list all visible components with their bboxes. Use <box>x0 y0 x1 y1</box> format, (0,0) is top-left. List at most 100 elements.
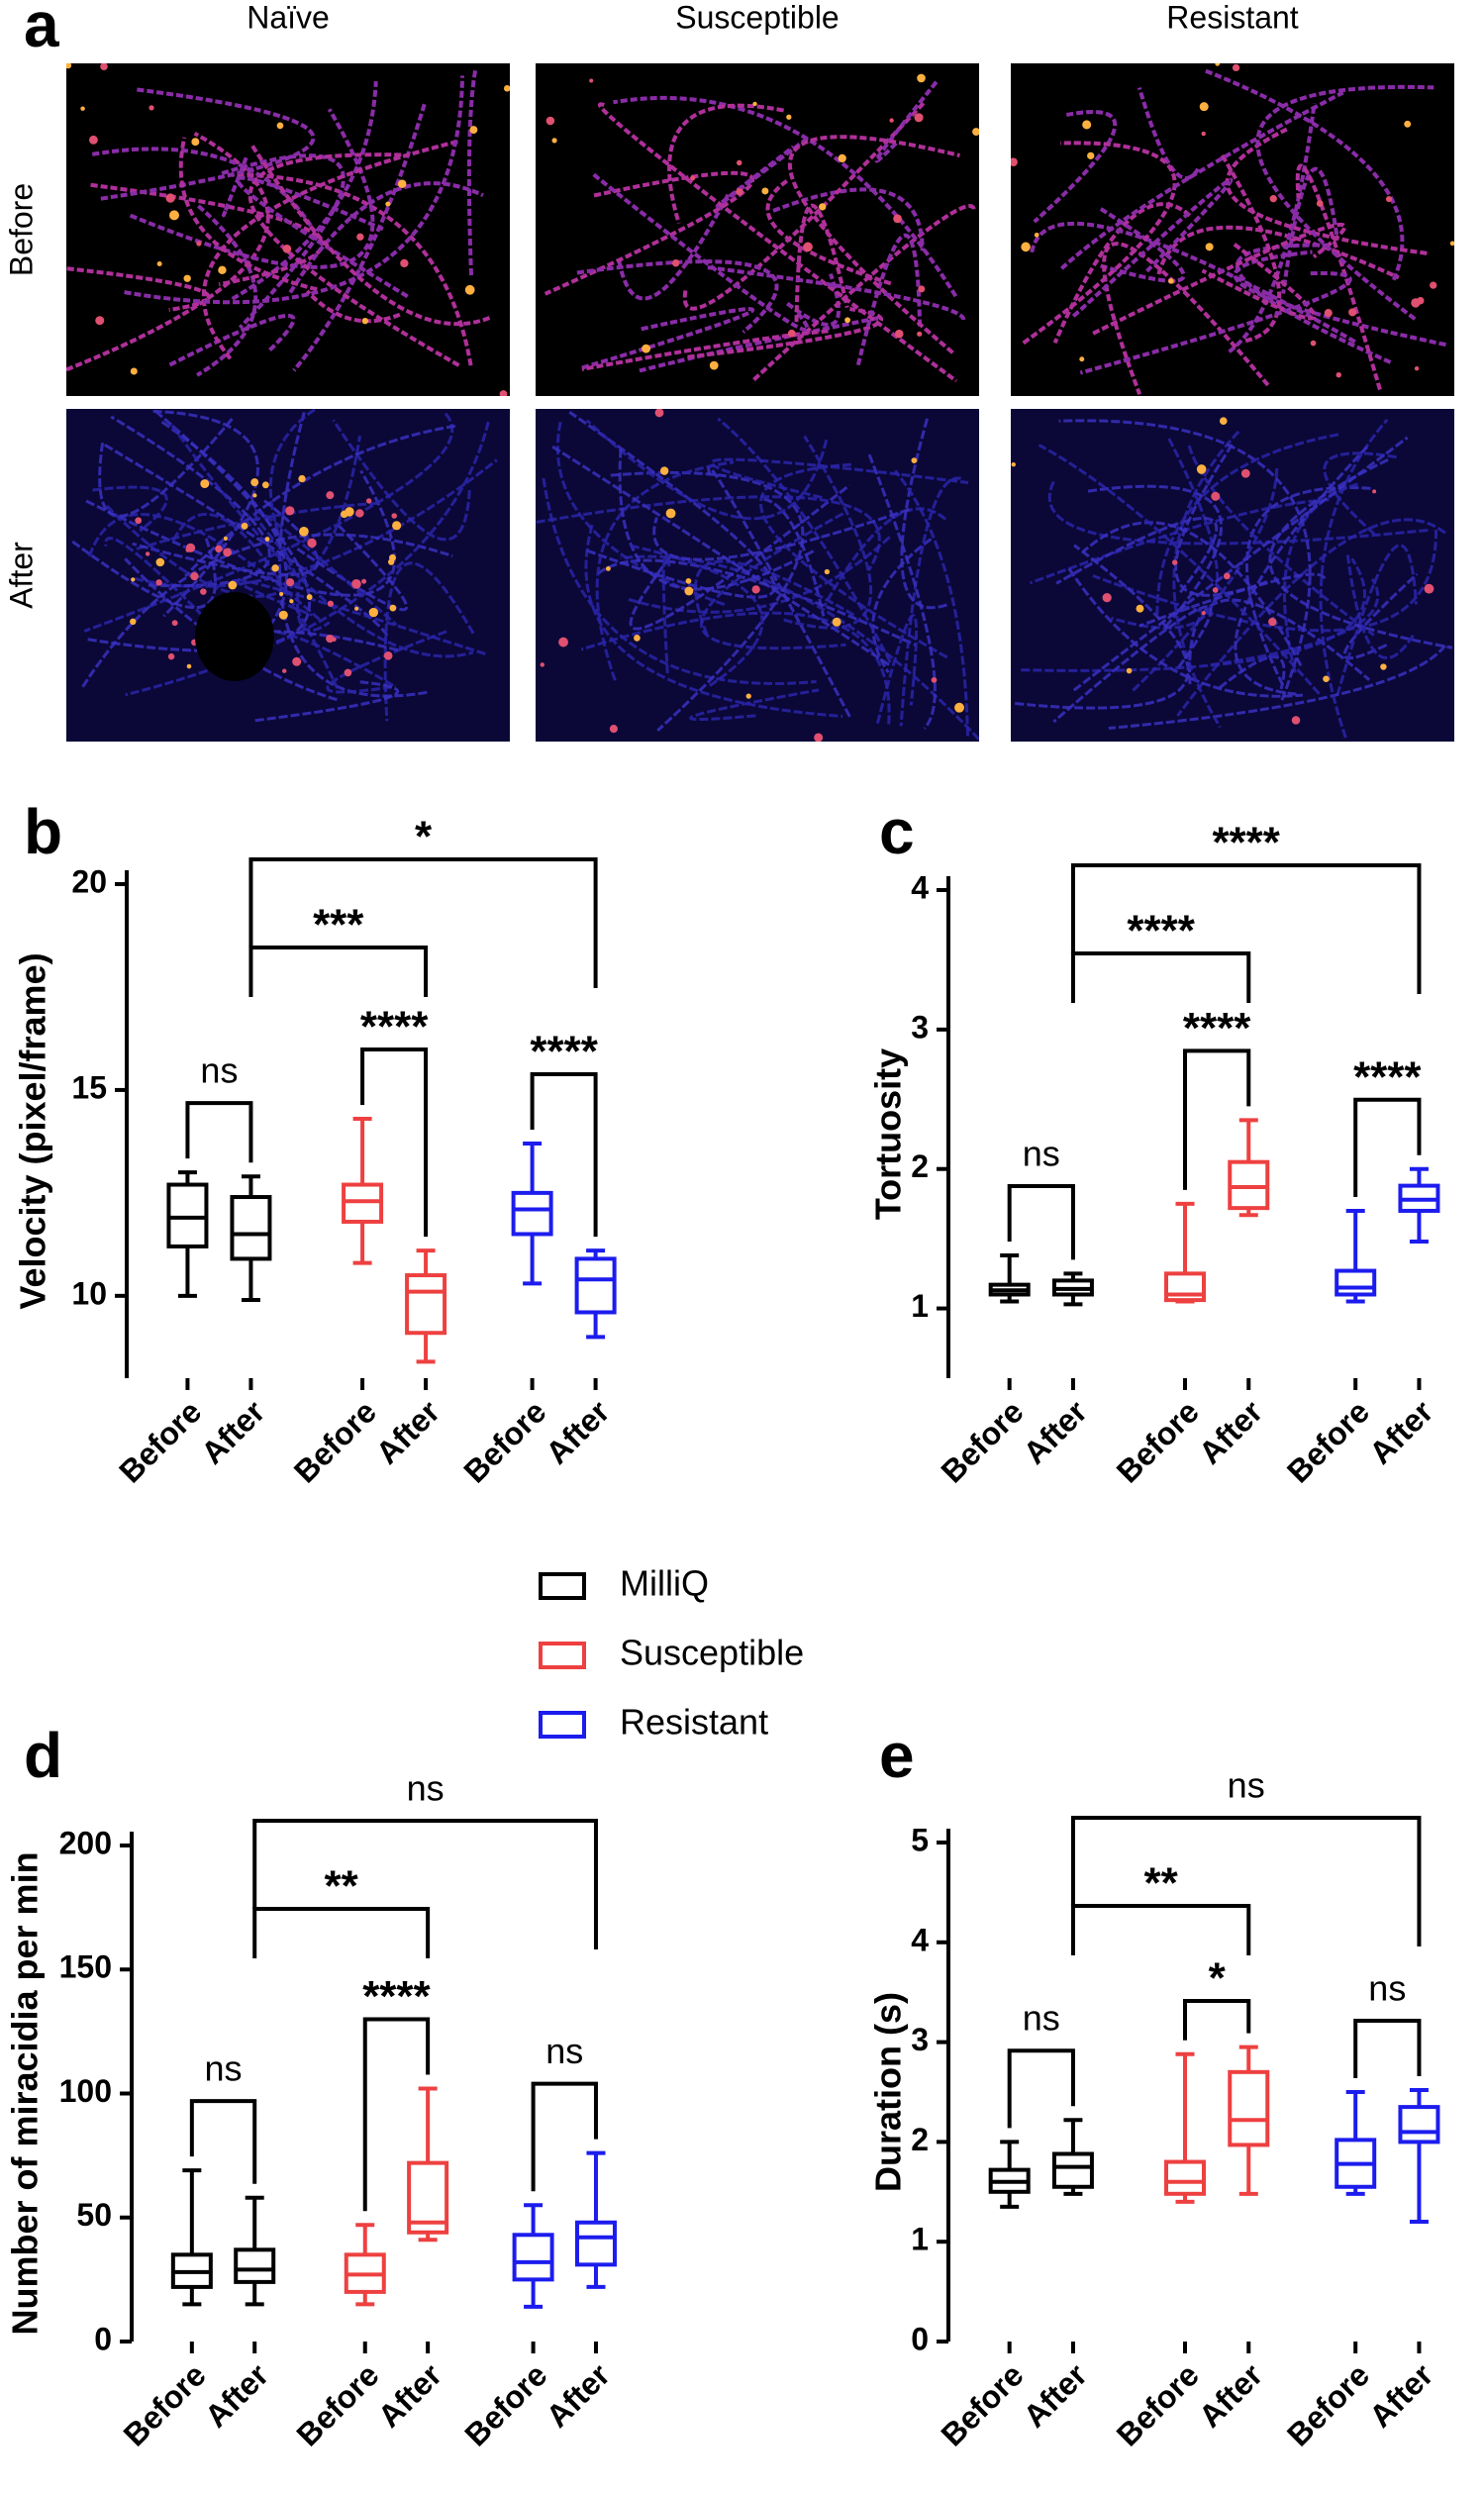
trail <box>1233 249 1446 348</box>
bright-spot <box>1268 617 1277 627</box>
trail <box>1067 567 1304 698</box>
bright-spot <box>893 214 902 224</box>
comparison-bracket <box>189 2099 257 2184</box>
comparison-bracket <box>1070 863 1422 994</box>
bright-spot <box>361 317 369 325</box>
trail <box>1235 243 1392 364</box>
bright-spot <box>344 668 352 677</box>
trail <box>1082 521 1303 666</box>
trail <box>710 457 969 500</box>
comparison-bracket <box>1183 1048 1251 1190</box>
bright-spot <box>1449 241 1454 247</box>
bright-spot <box>183 274 191 282</box>
bright-spot <box>972 128 979 136</box>
comparison-bracket <box>252 1819 598 1949</box>
trail <box>875 614 919 724</box>
trail <box>87 513 322 622</box>
bright-spot <box>1404 120 1412 128</box>
trail <box>1228 103 1317 353</box>
significance-label: ** <box>325 1862 359 1911</box>
trail <box>1055 516 1219 594</box>
bright-spot <box>642 344 651 353</box>
comparison-bracket <box>185 1101 253 1163</box>
bright-spot <box>368 607 379 618</box>
bright-spot <box>931 676 938 683</box>
bright-spot <box>605 565 611 571</box>
trail <box>1052 605 1213 724</box>
bright-spot <box>167 652 175 660</box>
micrograph-trails <box>66 63 510 396</box>
trail <box>867 453 937 730</box>
trail <box>584 524 843 718</box>
bright-spot <box>1199 102 1209 112</box>
bright-spot <box>326 491 335 500</box>
bright-spot <box>1201 131 1206 137</box>
bright-spot <box>282 244 292 253</box>
x-tick-label: After <box>194 1393 271 1470</box>
bright-spot <box>1430 281 1437 289</box>
bright-spot <box>292 656 302 666</box>
bright-spot <box>894 329 904 339</box>
trail <box>823 507 947 608</box>
trail <box>236 175 409 299</box>
box <box>1228 1159 1270 1211</box>
y-tick-label: 2 <box>911 2122 929 2157</box>
trail <box>1047 480 1430 546</box>
trail <box>763 497 826 617</box>
trail <box>1108 645 1446 730</box>
bright-spot <box>589 78 594 83</box>
trail <box>620 554 979 741</box>
trail <box>100 87 316 201</box>
column-label: Resistant <box>1166 0 1299 35</box>
bright-spot <box>289 599 294 604</box>
y-tick-label: 3 <box>911 1009 929 1045</box>
x-tick-label: Before <box>1280 2356 1376 2452</box>
bright-spot <box>752 101 757 107</box>
significance-label: ns <box>407 1768 445 1809</box>
bright-spot <box>1011 461 1016 467</box>
legend-swatch <box>539 1711 586 1739</box>
trail <box>1072 436 1409 692</box>
bright-spot <box>276 122 284 130</box>
trail <box>694 559 856 636</box>
significance-label: *** <box>313 901 364 949</box>
bright-spot <box>709 360 719 370</box>
box <box>574 2220 617 2267</box>
panel-label: b <box>24 796 62 867</box>
trail <box>1174 444 1268 597</box>
x-tick-label: Before <box>1110 1393 1206 1489</box>
bright-spot <box>66 63 72 69</box>
significance-label: **** <box>1127 907 1195 955</box>
trail <box>667 103 785 225</box>
trail <box>595 460 735 681</box>
trail <box>899 476 961 727</box>
x-tick-label: After <box>1362 2356 1439 2434</box>
bright-spot <box>298 474 306 483</box>
trail <box>178 137 318 292</box>
trail <box>1342 572 1419 660</box>
trail <box>1245 486 1371 685</box>
bright-spot <box>299 526 309 537</box>
bright-spot <box>252 493 257 498</box>
trail <box>597 558 917 648</box>
x-tick-label: After <box>539 1393 616 1470</box>
box <box>511 1190 553 1237</box>
bright-spot <box>911 457 918 463</box>
bright-spot <box>1240 468 1250 478</box>
trail <box>1038 444 1321 695</box>
trail <box>576 259 779 335</box>
bright-spot <box>228 580 238 590</box>
trail <box>66 131 270 372</box>
trail <box>597 102 958 383</box>
bright-spot <box>1414 366 1420 371</box>
legend-label: Susceptible <box>620 1633 804 1673</box>
bright-spot <box>345 507 354 517</box>
micrograph <box>1011 63 1454 396</box>
trail <box>1220 153 1282 344</box>
trail <box>83 412 454 633</box>
bright-spot <box>634 635 641 642</box>
trail <box>618 446 815 591</box>
y-tick-label: 1 <box>911 2222 929 2257</box>
x-tick-label: Before <box>117 2356 213 2452</box>
